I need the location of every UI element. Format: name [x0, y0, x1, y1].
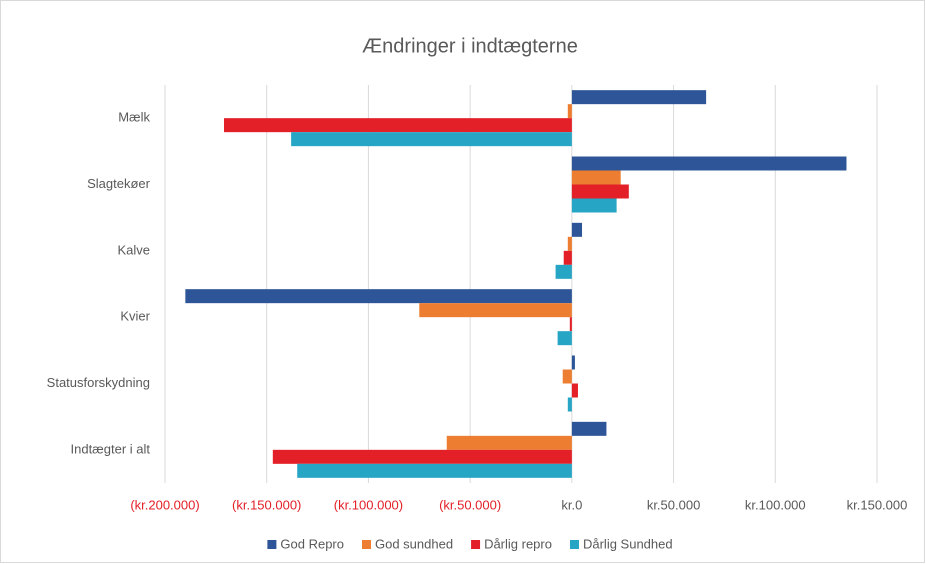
legend-swatch	[471, 540, 481, 549]
bar	[563, 250, 572, 265]
y-tick-label: Kvier	[120, 309, 150, 324]
x-tick-label: (kr.100.000)	[334, 497, 403, 512]
bar	[567, 236, 572, 251]
y-tick-label: Statusforskydning	[47, 375, 150, 390]
bar	[571, 421, 607, 436]
x-tick-label: (kr.50.000)	[439, 497, 501, 512]
bar	[557, 331, 572, 346]
bar	[567, 397, 572, 412]
legend-swatch	[267, 540, 277, 549]
bar	[571, 355, 575, 370]
bar	[272, 449, 572, 464]
chart-title: Ændringer i indtægterne	[362, 35, 578, 57]
bar	[571, 90, 707, 105]
bar	[223, 118, 572, 133]
bar	[569, 317, 572, 332]
bar	[185, 289, 572, 304]
y-tick-label: Indtægter i alt	[71, 441, 151, 456]
x-tick-label: kr.150.000	[847, 497, 908, 512]
y-tick-label: Kalve	[117, 242, 150, 257]
legend-label: Dårlig Sundhed	[583, 536, 673, 551]
bar	[571, 198, 617, 213]
bar	[567, 104, 572, 119]
bar	[419, 303, 572, 318]
legend-label: Dårlig repro	[484, 536, 552, 551]
y-tick-label: Mælk	[118, 110, 150, 125]
bar	[562, 369, 572, 384]
bar	[555, 264, 572, 279]
x-tick-label: kr.100.000	[745, 497, 806, 512]
x-tick-label: (kr.150.000)	[232, 497, 301, 512]
x-tick-label: kr.0	[561, 497, 582, 512]
bar	[571, 222, 583, 237]
legend-swatch	[361, 540, 371, 549]
bar	[571, 156, 847, 171]
legend-swatch	[569, 540, 579, 549]
bar	[571, 383, 578, 398]
legend-label: God Repro	[280, 536, 344, 551]
legend-label: God sundhed	[375, 536, 453, 551]
bar	[446, 435, 572, 450]
bar	[297, 463, 572, 478]
x-tick-label: kr.50.000	[647, 497, 701, 512]
bar	[571, 170, 621, 185]
y-tick-label: Slagtekøer	[87, 176, 151, 191]
x-tick-label: (kr.200.000)	[130, 497, 199, 512]
bar	[291, 132, 572, 147]
bar	[571, 184, 629, 199]
